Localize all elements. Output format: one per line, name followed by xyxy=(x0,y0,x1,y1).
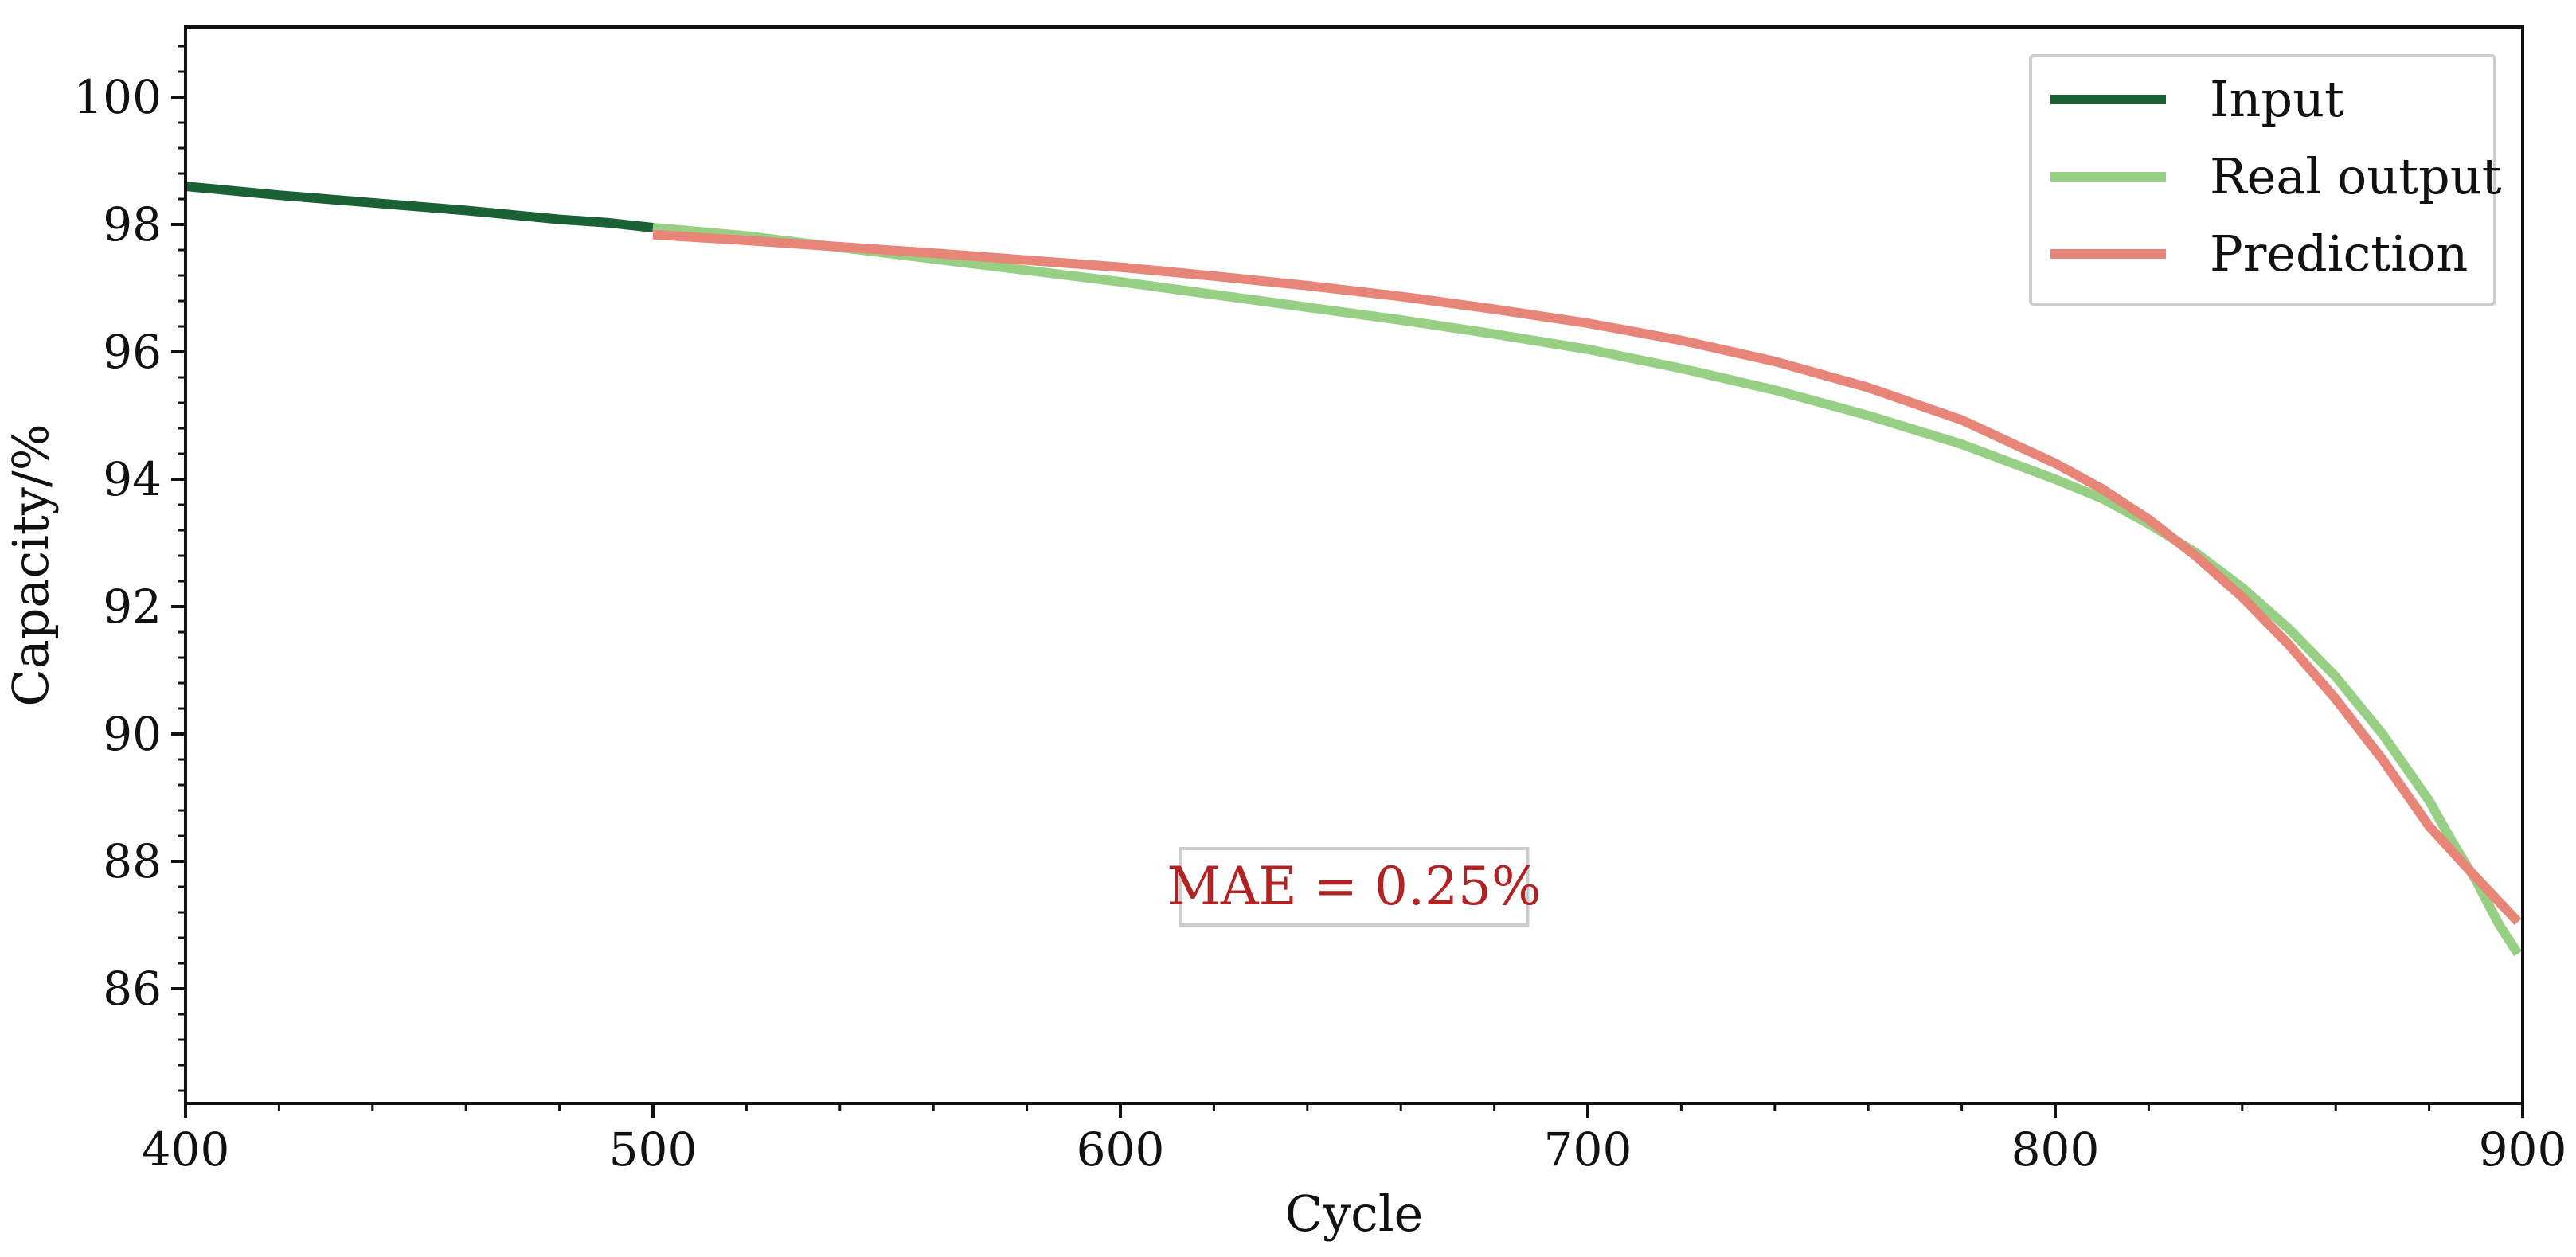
plot-area xyxy=(185,182,2523,957)
series-line-prediction xyxy=(652,229,2522,926)
axis-ticks: 400 500 600 700 800 900 86 88 90 92 94 96 98 100 xyxy=(73,45,2567,1177)
y-tick-label: 86 xyxy=(103,962,162,1016)
y-axis-label: Capacity/% xyxy=(2,424,60,706)
x-tick-label: 800 xyxy=(2011,1122,2100,1177)
y-tick-label: 88 xyxy=(103,834,162,888)
legend-label-real-output: Real output xyxy=(2210,147,2502,205)
annotation-box xyxy=(1179,847,1530,927)
y-tick-label: 94 xyxy=(103,452,162,506)
y-tick-label: 100 xyxy=(73,70,162,124)
legend-box xyxy=(2029,54,2496,306)
legend: Input Real output Prediction xyxy=(2029,54,2502,306)
y-tick-label: 92 xyxy=(103,580,162,634)
x-tick-label: 600 xyxy=(1077,1122,1165,1177)
legend-label-input: Input xyxy=(2210,70,2344,128)
y-tick-label: 98 xyxy=(103,197,162,252)
y-tick-label: 96 xyxy=(103,325,162,379)
x-axis-label: Cycle xyxy=(1285,1185,1424,1243)
x-tick-label: 400 xyxy=(142,1122,230,1177)
annotation-text: MAE = 0.25% xyxy=(1167,856,1541,917)
mae-annotation: MAE = 0.25% xyxy=(1167,847,1542,927)
legend-label-prediction: Prediction xyxy=(2210,224,2468,283)
series-line-real-output xyxy=(652,223,2523,957)
plot-frame xyxy=(184,25,2524,1105)
series-line-input xyxy=(185,182,654,232)
x-tick-label: 500 xyxy=(609,1122,698,1177)
x-tick-label: 900 xyxy=(2479,1122,2567,1177)
x-tick-label: 700 xyxy=(1544,1122,1632,1177)
y-tick-label: 90 xyxy=(103,707,162,761)
